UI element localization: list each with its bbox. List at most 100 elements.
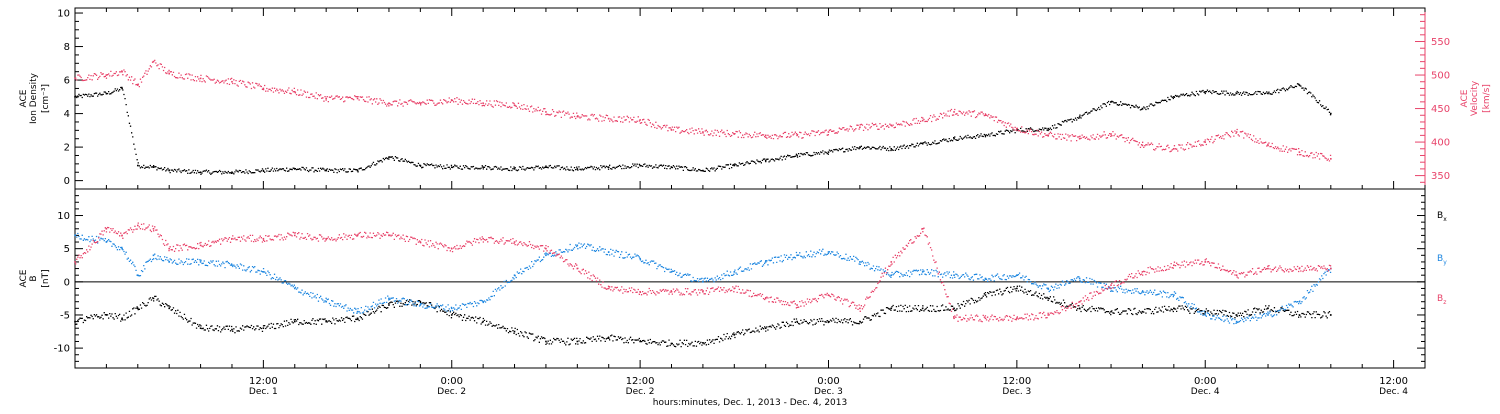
bottom-series-Bx-point-3	[136, 307, 139, 310]
top-series-0-point-33	[1047, 127, 1050, 130]
bottom-series-Bx-point-8	[262, 327, 265, 330]
top-series-1-point-23	[733, 133, 736, 135]
top-series-1-point-4	[152, 60, 155, 63]
bottom-series-Bz-point-36	[1141, 271, 1144, 273]
top-series-0-point-15	[482, 166, 484, 169]
bottom-series-Bx-point-16	[513, 330, 516, 333]
top-series-1-point-5	[168, 72, 170, 75]
top-series-1-point-31	[984, 114, 987, 117]
bottom-series-By-point-9	[293, 287, 296, 290]
x-tick-day-2: Dec. 2	[626, 387, 655, 397]
top-right-tick-label-0: 350	[1431, 171, 1450, 182]
bottom-series-Bx-point-2	[121, 317, 123, 320]
bottom-series-Bz-point-33	[1047, 314, 1050, 316]
bottom-series-Bz-point-41	[1298, 267, 1301, 270]
top-series-1-point-17	[545, 111, 547, 113]
bottom-series-Bz-point-22	[702, 290, 704, 293]
bottom-series-Bx-point-32	[1016, 287, 1018, 290]
bottom-series-Bx-point-20	[639, 340, 641, 343]
bottom-series-Bz-point-21	[670, 290, 673, 293]
top-series-0-point-10	[325, 169, 327, 172]
bottom-series-Bx-point-23	[733, 334, 736, 336]
bottom-series-Bx-point-34	[1078, 307, 1081, 310]
top-series-1-point-11	[356, 97, 359, 100]
top-series-0-point-14	[450, 166, 453, 169]
bottom-series-Bz-point-4	[152, 227, 155, 230]
top-series-0-point-29	[921, 142, 924, 145]
bottom-series-Bz-point-39	[1235, 274, 1238, 276]
top-series-1-point-19	[607, 117, 610, 120]
bottom-series-By-point-13	[419, 304, 422, 306]
top-series-1-point-15	[482, 102, 484, 104]
bottom-series-By-point-11	[356, 310, 359, 313]
bottom-series-Bz-point-20	[639, 290, 641, 293]
top-series-1-point-28	[890, 124, 893, 127]
bottom-series-Bx-point-22	[702, 342, 704, 344]
bottom-series-By	[74, 232, 1332, 325]
top-series-1-point-18	[576, 115, 579, 118]
top-series-0-point-8	[262, 169, 265, 172]
top-series-0-point-28	[890, 147, 893, 150]
legend-entry-x: Bx	[1437, 211, 1447, 223]
bottom-series-Bx-point-31	[984, 294, 987, 296]
bottom-series-By-point-24	[764, 261, 767, 263]
top-series-0-point-30	[953, 137, 955, 140]
bottom-series-Bx-markers	[75, 285, 1332, 348]
top-series-0-point-36	[1141, 107, 1144, 110]
x-tick-time-1: 0:00	[441, 376, 463, 387]
bottom-series-Bx-point-30	[953, 307, 955, 310]
top-series-1-point-35	[1110, 133, 1112, 135]
top-series-0-point-19	[607, 166, 610, 169]
bottom-series-Bz-point-42	[1330, 267, 1332, 270]
bottom-series-Bz-point-19	[607, 287, 610, 290]
bottom-series-Bx-point-12	[388, 304, 390, 306]
top-series-0-point-24	[764, 159, 767, 162]
top-series-1-point-0	[74, 77, 76, 80]
top-right-tick-label-2: 450	[1431, 104, 1450, 115]
bottom-series-Bx-point-21	[670, 342, 673, 345]
top-left-tick-label-4: 8	[64, 42, 70, 53]
bottom-series-By-point-18	[576, 244, 579, 247]
bottom-series-Bx-point-6	[199, 327, 202, 330]
top-series-0-point-37	[1173, 96, 1175, 98]
bottom-series-Bz-point-23	[733, 287, 736, 290]
bottom-panel-frame	[74, 188, 1426, 369]
top-series-0-point-18	[576, 168, 579, 170]
bottom-series-By-point-23	[733, 271, 736, 273]
bottom-series-Bz-point-37	[1173, 264, 1175, 267]
x-tick-time-4: 12:00	[1002, 376, 1031, 387]
bottom-series-By-point-5	[168, 261, 170, 263]
top-series-0-point-39	[1235, 92, 1238, 95]
bottom-series-By-point-7	[231, 264, 233, 267]
bottom-series-Bz-point-0	[74, 261, 76, 263]
top-series-1-point-13	[419, 102, 422, 104]
bottom-series-By-point-20	[639, 257, 641, 260]
bottom-series-Bx-point-7	[231, 328, 233, 331]
top-series-1-point-33	[1047, 134, 1050, 137]
top-series-0-point-20	[639, 164, 641, 167]
bottom-series-Bz-point-27	[859, 307, 861, 310]
bottom-series-By-point-16	[513, 274, 516, 276]
top-series-1-point-14	[450, 99, 453, 102]
bottom-left-tick-label-4: 10	[57, 211, 70, 222]
bottom-series-Bx-point-14	[450, 314, 453, 316]
bottom-series-Bx-point-35	[1110, 310, 1112, 313]
bottom-series-By-point-6	[199, 261, 202, 263]
top-left-ylabel: ACE Ion Density [cm⁻³]	[19, 72, 51, 124]
top-series-0-point-7	[231, 171, 233, 174]
top-series-0-point-13	[419, 164, 422, 167]
bottom-series-Bx-point-26	[827, 320, 830, 323]
top-series-1-point-21	[670, 129, 673, 131]
bottom-series-Bx-point-42	[1330, 314, 1332, 316]
top-series-0-point-26	[827, 151, 830, 153]
bottom-series-Bz-point-5	[168, 247, 170, 250]
bottom-series-Bz-point-17	[545, 247, 547, 250]
bottom-left-tick-label-2: 0	[64, 277, 70, 288]
bottom-series-By-point-39	[1235, 320, 1238, 323]
bottom-series-By-point-37	[1173, 294, 1175, 296]
bottom-series-Bx-point-38	[1204, 310, 1207, 313]
top-right-tick-label-4: 550	[1431, 37, 1450, 48]
bottom-series-Bx-point-33	[1047, 297, 1050, 300]
